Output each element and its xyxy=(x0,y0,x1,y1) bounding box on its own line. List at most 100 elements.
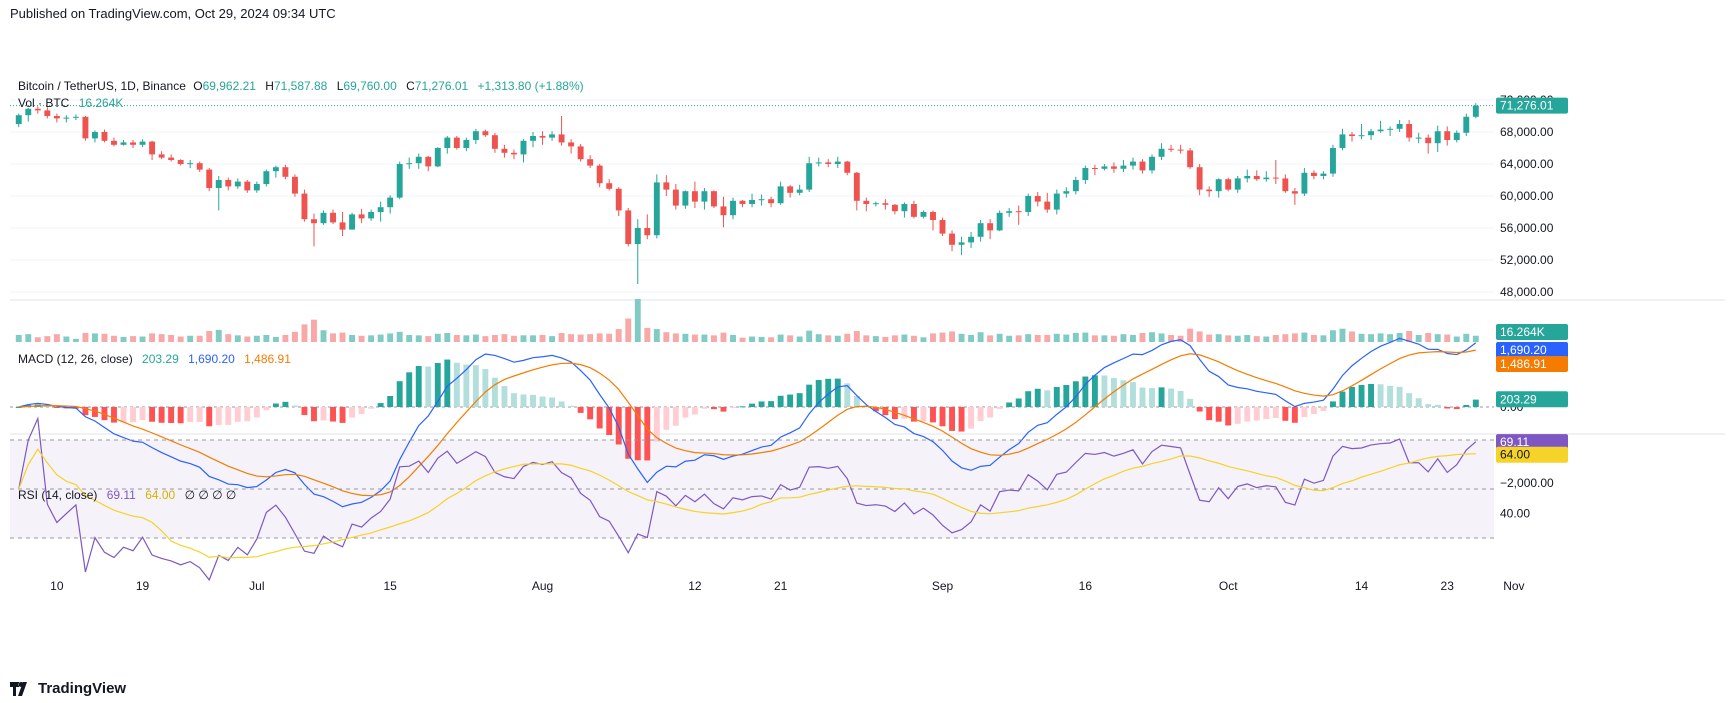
macd-histogram-bar xyxy=(1130,382,1136,407)
volume-last-badge: 16.264K xyxy=(1500,325,1545,339)
volume-bar xyxy=(82,333,89,342)
candle-body xyxy=(206,169,213,188)
macd-histogram-bar xyxy=(358,407,365,415)
macd-value: 1,690.20 xyxy=(188,352,235,366)
macd-histogram-bar xyxy=(453,362,460,407)
macd-histogram-bar xyxy=(968,407,975,429)
tradingview-logo[interactable]: TradingView xyxy=(10,680,126,697)
candle-body xyxy=(806,163,813,190)
macd-histogram-bar xyxy=(920,407,927,422)
candle-body xyxy=(130,142,136,145)
volume-bar xyxy=(1025,334,1032,342)
volume-bar xyxy=(463,335,470,342)
time-axis-label: Nov xyxy=(1503,579,1524,593)
macd-histogram-bar xyxy=(320,407,327,421)
macd-histogram-bar xyxy=(891,407,898,420)
volume-bar xyxy=(825,335,832,342)
volume-bar xyxy=(663,332,670,342)
candle-body xyxy=(377,207,384,212)
volume-bar xyxy=(1215,334,1222,342)
candle-body xyxy=(1396,124,1403,129)
macd-histogram-bar xyxy=(520,394,527,407)
volume-bar xyxy=(444,333,451,342)
candle-body xyxy=(177,160,184,164)
macd-histogram-bar xyxy=(425,366,432,407)
macd-histogram-bar xyxy=(387,396,394,407)
macd-histogram-bar xyxy=(149,407,156,422)
volume-bar xyxy=(577,334,584,342)
candle-body xyxy=(1339,134,1346,148)
candle-body xyxy=(1101,166,1108,169)
signal-line xyxy=(18,349,1476,497)
macd-histogram-bar xyxy=(749,403,755,407)
volume-bar xyxy=(596,333,603,342)
candle-body xyxy=(339,222,346,230)
candle-body xyxy=(511,152,517,155)
macd-histogram-bar xyxy=(720,407,727,412)
volume-bar xyxy=(949,331,955,342)
macd-histogram-bar xyxy=(1310,407,1317,414)
volume-bar xyxy=(53,334,60,342)
macd-histogram-bar xyxy=(1291,407,1298,423)
rsi-legend[interactable]: RSI (14, close) 69.11 64.00 ∅ ∅ ∅ ∅ xyxy=(18,488,236,502)
signal-value: 1,486.91 xyxy=(244,352,291,366)
candle-body xyxy=(158,154,165,158)
macd-layer xyxy=(10,337,1494,508)
macd-histogram-bar xyxy=(187,407,194,422)
volume-bar xyxy=(158,334,165,342)
candle-body xyxy=(491,135,498,149)
macd-histogram-bar xyxy=(206,407,213,427)
high-value: 71,587.88 xyxy=(274,79,328,93)
chart-canvas[interactable]: 72,000.0068,000.0064,000.0060,000.0056,0… xyxy=(10,48,1725,675)
volume-bar xyxy=(320,330,327,342)
candle-body xyxy=(1177,149,1184,151)
volume-bar xyxy=(130,336,136,342)
volume-bar xyxy=(644,327,651,342)
candle-body xyxy=(977,223,984,237)
candle-body xyxy=(815,162,822,164)
volume-bar xyxy=(568,334,575,342)
macd-histogram-bar xyxy=(634,407,641,461)
volume-bar xyxy=(1120,334,1127,342)
candle-body xyxy=(930,212,936,220)
candle-body xyxy=(1291,191,1298,194)
volume-legend[interactable]: Vol · BTC 16.264K xyxy=(18,96,123,110)
volume-bar xyxy=(120,336,127,342)
symbol-line[interactable]: Bitcoin / TetherUS, 1D, Binance O69,962.… xyxy=(18,79,584,93)
macd-histogram-bar xyxy=(396,381,403,407)
candle-body xyxy=(63,117,70,119)
macd-histogram-bar xyxy=(263,407,270,411)
macd-legend[interactable]: MACD (12, 26, close) 203.29 1,690.20 1,4… xyxy=(18,352,291,366)
volume-bar xyxy=(1044,334,1051,342)
chart-frame[interactable]: 72,000.0068,000.0064,000.0060,000.0056,0… xyxy=(10,48,1725,675)
candle-body xyxy=(244,181,251,191)
macd-histogram-bar xyxy=(1406,393,1413,407)
macd-histogram-bar xyxy=(111,407,117,423)
volume-bar xyxy=(368,335,375,342)
volume-bar xyxy=(1415,334,1422,342)
macd-histogram-bar xyxy=(491,377,498,407)
volume-bar xyxy=(101,333,108,342)
time-axis-label: 14 xyxy=(1355,579,1369,593)
volume-bar xyxy=(196,335,203,342)
volume-bar xyxy=(396,331,403,342)
volume-bar xyxy=(796,336,803,342)
candle-body xyxy=(530,136,536,141)
volume-bar xyxy=(872,336,879,342)
volume-bar xyxy=(625,318,632,342)
candle-body xyxy=(168,157,175,160)
time-axis-label: Oct xyxy=(1219,579,1238,593)
candle-body xyxy=(1063,191,1070,194)
volume-bar xyxy=(1406,331,1413,342)
volume-bar xyxy=(891,335,898,342)
candle-body xyxy=(25,108,32,116)
candle-body xyxy=(34,108,41,111)
volume-bar xyxy=(206,331,213,342)
volume-bar xyxy=(587,334,594,342)
volume-bar xyxy=(1110,335,1117,342)
price-axis-tick: 68,000.00 xyxy=(1500,125,1554,139)
volume-bar xyxy=(787,335,794,342)
volume-bar xyxy=(377,334,384,342)
macd-histogram-bar xyxy=(682,407,689,418)
candle-body xyxy=(291,176,298,194)
